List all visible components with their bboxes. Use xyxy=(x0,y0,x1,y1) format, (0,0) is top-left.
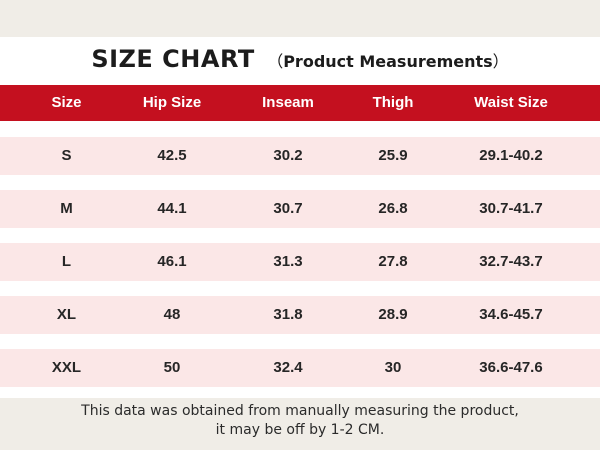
cell-hip-size: 48 xyxy=(163,306,181,323)
cell-size: L xyxy=(61,253,72,270)
header-hip-size: Hip Size xyxy=(142,94,202,111)
table-row: XXL 50 32.4 30 36.6-47.6 xyxy=(0,349,600,387)
cell-size: S xyxy=(61,147,72,164)
header-inseam: Inseam xyxy=(262,94,314,111)
page-subtitle: （Product Measurements） xyxy=(267,48,509,72)
table-row: XL 48 31.8 28.9 34.6-45.7 xyxy=(0,296,600,334)
footnote-line-1: This data was obtained from manually mea… xyxy=(81,403,519,419)
header-size: Size xyxy=(51,94,82,111)
open-paren: （ xyxy=(267,52,284,71)
cell-waist-size: 29.1-40.2 xyxy=(479,147,543,164)
close-paren: ） xyxy=(492,52,509,71)
cell-inseam: 32.4 xyxy=(273,359,303,376)
cell-size: XL xyxy=(56,306,77,323)
title-band: SIZE CHART （Product Measurements） xyxy=(0,37,600,85)
table-header: Size Hip Size Inseam Thigh Waist Size xyxy=(0,85,600,121)
cell-inseam: 30.7 xyxy=(273,200,303,217)
header-waist-size: Waist Size xyxy=(474,94,548,111)
cell-inseam: 31.8 xyxy=(273,306,303,323)
header-thigh: Thigh xyxy=(372,94,414,111)
cell-thigh: 25.9 xyxy=(378,147,408,164)
footnote-line-2: it may be off by 1-2 CM. xyxy=(215,422,385,438)
footnote: This data was obtained from manually mea… xyxy=(0,398,600,450)
cell-waist-size: 34.6-45.7 xyxy=(479,306,543,323)
subtitle-text: Product Measurements xyxy=(283,52,493,71)
cell-hip-size: 50 xyxy=(163,359,181,376)
cell-thigh: 27.8 xyxy=(378,253,408,270)
cell-thigh: 26.8 xyxy=(378,200,408,217)
page-title: SIZE CHART xyxy=(91,45,255,73)
cell-hip-size: 42.5 xyxy=(157,147,187,164)
cell-size: XXL xyxy=(51,359,82,376)
table-row: M 44.1 30.7 26.8 30.7-41.7 xyxy=(0,190,600,228)
cell-thigh: 30 xyxy=(384,359,402,376)
cell-hip-size: 44.1 xyxy=(157,200,187,217)
cell-size: M xyxy=(60,200,73,217)
cell-waist-size: 30.7-41.7 xyxy=(479,200,543,217)
cell-hip-size: 46.1 xyxy=(157,253,187,270)
cell-waist-size: 36.6-47.6 xyxy=(479,359,543,376)
cell-waist-size: 32.7-43.7 xyxy=(479,253,543,270)
cell-inseam: 30.2 xyxy=(273,147,303,164)
cell-thigh: 28.9 xyxy=(378,306,408,323)
cell-inseam: 31.3 xyxy=(273,253,303,270)
table-row: L 46.1 31.3 27.8 32.7-43.7 xyxy=(0,243,600,281)
table-row: S 42.5 30.2 25.9 29.1-40.2 xyxy=(0,137,600,175)
top-band xyxy=(0,0,600,37)
